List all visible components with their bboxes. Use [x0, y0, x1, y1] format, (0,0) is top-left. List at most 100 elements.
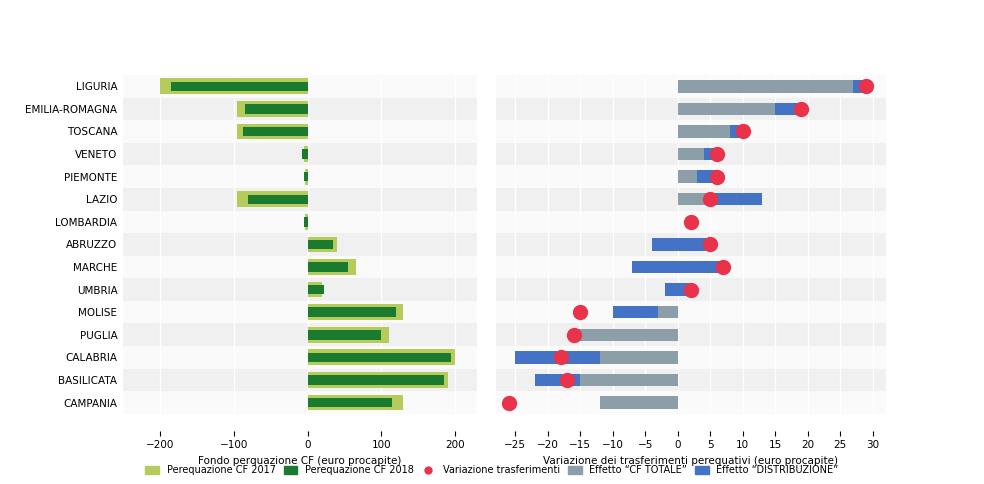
X-axis label: Variazione dei trasferimenti perequativi (euro procapite): Variazione dei trasferimenti perequativi…: [543, 456, 838, 466]
Bar: [308, 349, 456, 365]
Bar: [496, 98, 886, 120]
Bar: [123, 346, 477, 369]
Bar: [308, 330, 382, 339]
Bar: [237, 101, 308, 117]
Bar: [123, 233, 477, 256]
Bar: [302, 150, 308, 159]
Point: [703, 241, 718, 248]
Point: [553, 353, 569, 361]
Bar: [516, 351, 678, 363]
Bar: [304, 146, 308, 162]
Bar: [496, 120, 886, 143]
Bar: [245, 104, 308, 114]
Bar: [123, 391, 477, 414]
Bar: [308, 375, 444, 385]
Bar: [704, 148, 716, 160]
Point: [683, 286, 699, 293]
Point: [708, 150, 724, 158]
Bar: [237, 123, 308, 139]
Bar: [496, 256, 886, 278]
Bar: [308, 327, 389, 343]
Bar: [243, 127, 308, 136]
Bar: [308, 353, 452, 362]
Bar: [237, 191, 308, 207]
Bar: [308, 262, 348, 272]
Bar: [123, 256, 477, 278]
Bar: [123, 188, 477, 211]
Point: [560, 376, 576, 384]
Bar: [171, 82, 308, 91]
Bar: [123, 75, 477, 98]
Bar: [678, 193, 763, 205]
Point: [793, 105, 809, 113]
Bar: [698, 170, 716, 183]
Bar: [496, 369, 886, 391]
Bar: [308, 372, 448, 388]
Bar: [678, 170, 698, 183]
Bar: [613, 306, 658, 318]
Point: [566, 331, 582, 339]
Bar: [123, 301, 477, 323]
Bar: [308, 237, 338, 252]
Bar: [853, 80, 866, 92]
Bar: [305, 169, 308, 184]
Bar: [123, 211, 477, 233]
Bar: [123, 166, 477, 188]
Point: [858, 82, 874, 90]
Bar: [123, 143, 477, 166]
Bar: [308, 259, 355, 275]
Bar: [613, 306, 678, 318]
Bar: [651, 238, 678, 251]
Point: [708, 173, 724, 181]
X-axis label: Fondo perquazione CF (euro procapite): Fondo perquazione CF (euro procapite): [199, 456, 401, 466]
Point: [683, 218, 699, 226]
Bar: [600, 396, 678, 408]
Bar: [123, 278, 477, 301]
Bar: [665, 283, 678, 296]
Bar: [496, 75, 886, 98]
Bar: [123, 98, 477, 120]
Bar: [304, 172, 308, 182]
Bar: [496, 143, 886, 166]
Bar: [308, 398, 393, 407]
Bar: [678, 103, 775, 115]
Bar: [308, 282, 323, 298]
Point: [703, 196, 718, 203]
Bar: [308, 240, 334, 249]
Bar: [516, 351, 600, 363]
Bar: [665, 283, 691, 296]
Bar: [123, 120, 477, 143]
Bar: [496, 323, 886, 346]
Bar: [308, 285, 324, 294]
Bar: [249, 195, 308, 204]
Legend: Perequazione CF 2017, Perequazione CF 2018, Variazione trasferimenti, Effetto “C: Perequazione CF 2017, Perequazione CF 20…: [142, 461, 842, 479]
Bar: [496, 346, 886, 369]
Bar: [775, 103, 801, 115]
Point: [735, 128, 751, 136]
Bar: [160, 78, 308, 94]
Point: [573, 308, 588, 316]
Bar: [496, 233, 886, 256]
Bar: [633, 261, 678, 273]
Bar: [678, 148, 704, 160]
Bar: [710, 193, 763, 205]
Bar: [496, 166, 886, 188]
Bar: [633, 261, 723, 273]
Point: [501, 399, 517, 407]
Bar: [496, 391, 886, 414]
Point: [715, 263, 731, 271]
Bar: [305, 214, 308, 230]
Bar: [304, 217, 308, 227]
Bar: [496, 301, 886, 323]
Bar: [308, 307, 397, 317]
Bar: [678, 125, 730, 137]
Bar: [496, 211, 886, 233]
Bar: [496, 188, 886, 211]
Bar: [678, 80, 853, 92]
Bar: [535, 374, 581, 386]
Bar: [308, 394, 403, 410]
Bar: [651, 238, 710, 251]
Bar: [308, 304, 403, 320]
Bar: [535, 374, 678, 386]
Bar: [496, 278, 886, 301]
